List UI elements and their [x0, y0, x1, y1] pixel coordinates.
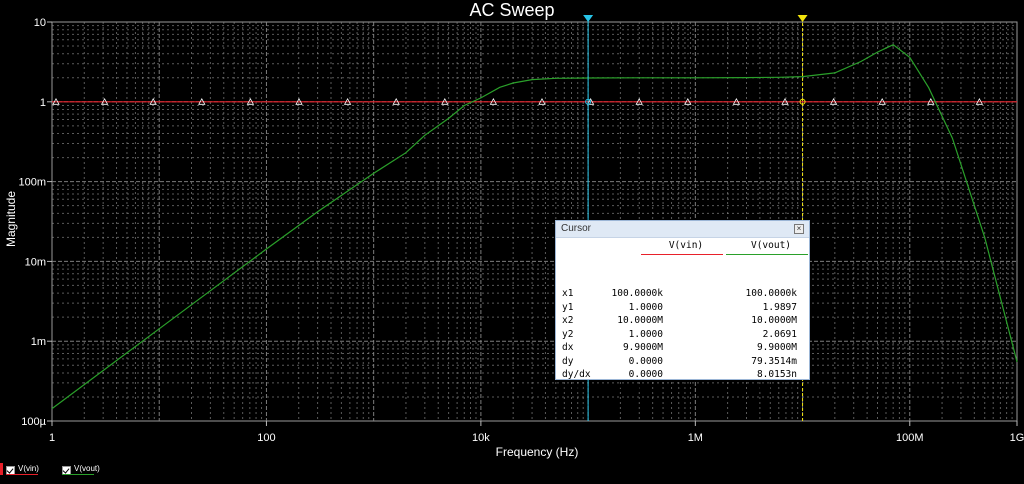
x-tick-label: 1G [1010, 432, 1024, 444]
cursor-row-value: 10.0000M [751, 315, 797, 326]
legend-active-marker [0, 463, 3, 475]
column-header-vin: V(vin) [668, 240, 704, 251]
cursor-row: dy/dx 0.0000 8.0153n [556, 369, 809, 380]
y-tick-label: 100µ [21, 416, 46, 428]
cursor-window-title: Cursor [561, 223, 592, 234]
series-marker [295, 97, 303, 105]
series-marker [586, 97, 595, 105]
series-marker [149, 97, 157, 105]
cursor-row-value: 8.0153n [756, 369, 797, 380]
series-marker [246, 97, 255, 105]
cursor-row-label: x1 [562, 288, 574, 299]
chart-title: AC Sweep [469, 0, 555, 20]
y-tick-label: 10 [34, 17, 46, 29]
series-marker [635, 97, 643, 105]
cursor-row-value: 100.0000k [745, 288, 797, 299]
series-marker [538, 97, 546, 105]
cursor-handle-2[interactable] [797, 15, 808, 22]
cursor-row-value: 101.0101n [611, 382, 663, 394]
series-group [51, 44, 1018, 410]
series-marker [927, 97, 935, 105]
series-marker [441, 97, 449, 105]
series-marker [52, 97, 60, 105]
legend: V(vin) V(vout) [0, 460, 300, 484]
cursor-window[interactable]: Cursor × V(vin) V(vout) x1 100.0000k 100.0… [555, 220, 810, 394]
cursor-point-1 [585, 98, 592, 105]
legend-label: V(vout) [74, 464, 100, 473]
grid [51, 21, 1018, 422]
cursor-row-value: 101.0101n [745, 382, 797, 394]
x-tick-label: 1 [49, 432, 55, 444]
series-marker [684, 97, 692, 105]
y-tick-label: 1 [40, 97, 46, 109]
cursor-row: dy 0.0000 79.3514m [556, 356, 809, 367]
plot-area[interactable]: 1 10k 1M 100M 1G 100 10 1 100m 10m 1m 100µ [0, 0, 1024, 460]
cursor-row-value: 1.0000 [628, 328, 663, 340]
cursor-window-titlebar[interactable]: Cursor × [556, 221, 809, 238]
column-color-vout [726, 254, 808, 255]
series-marker [878, 97, 886, 105]
series-marker [829, 97, 838, 105]
cursor-row: 1/dx 101.0101n 101.0101n [556, 383, 809, 394]
cursor-row-value: 9.9000M [622, 342, 663, 353]
series-marker [100, 97, 109, 105]
cursor-row-label: dy [562, 355, 574, 367]
legend-item-vout[interactable]: V(vout) [62, 464, 100, 475]
cursor-row: dx 9.9000M 9.9000M [556, 342, 809, 353]
cursor-row-label: dy/dx [562, 369, 591, 380]
legend-label: V(vin) [18, 464, 39, 473]
column-header-vout: V(vout) [750, 240, 792, 251]
cursor-row-label: 1/dx [562, 382, 585, 394]
legend-swatch [6, 474, 38, 475]
plot-frame [51, 21, 1018, 422]
legend-item-vin[interactable]: V(vin) [0, 463, 39, 475]
close-icon[interactable]: × [794, 224, 804, 234]
cursor-row-value: 100.0000k [611, 288, 663, 299]
series-marker [781, 97, 789, 105]
x-axis-label: Frequency (Hz) [495, 445, 579, 459]
column-color-vin [641, 254, 723, 255]
series-marker [392, 97, 400, 105]
cursor-row-label: x2 [562, 315, 574, 326]
y-tick-label: 100m [18, 177, 46, 189]
x-tick-label: 100 [257, 432, 275, 444]
cursor-row: x2 10.0000M 10.0000M [556, 315, 809, 326]
cursor-row-value: 1.0000 [628, 301, 663, 313]
series-marker [198, 97, 206, 105]
y-tick-label: 10m [25, 256, 46, 268]
x-tick-label: 1M [688, 432, 703, 444]
y-tick-label: 1m [31, 336, 46, 348]
legend-swatch [62, 474, 94, 475]
series-line-vout [51, 44, 1018, 410]
cursor-handle-1[interactable] [583, 15, 594, 22]
series-marker [343, 97, 352, 105]
cursor-row-value: 1.9897 [762, 301, 797, 313]
series-marker [975, 97, 984, 105]
cursor-point-2 [799, 98, 806, 105]
series-marker [732, 97, 741, 105]
cursor-row-value: 0.0000 [628, 355, 663, 367]
cursor-row-value: 9.9000M [756, 342, 797, 353]
cursor-row-value: 2.0691 [762, 328, 797, 340]
cursor-row-label: dx [562, 342, 574, 353]
cursor-row: y2 1.0000 2.0691 [556, 329, 809, 340]
series-marker [489, 97, 498, 105]
cursor-row-label: y2 [562, 328, 574, 340]
tick-labels: 1 10k 1M 100M 1G 100 10 1 100m 10m 1m 100µ [18, 17, 1024, 444]
cursor-row-value: 10.0000M [617, 315, 663, 326]
cursor-row: y1 1.0000 1.9897 [556, 302, 809, 313]
cursor-row-label: y1 [562, 301, 574, 313]
x-tick-label: 100M [896, 432, 924, 444]
cursor-row-value: 79.3514m [751, 355, 797, 367]
x-tick-label: 10k [472, 432, 490, 444]
cursor-row-value: 0.0000 [628, 369, 663, 380]
cursor-row: x1 100.0000k 100.0000k [556, 288, 809, 299]
